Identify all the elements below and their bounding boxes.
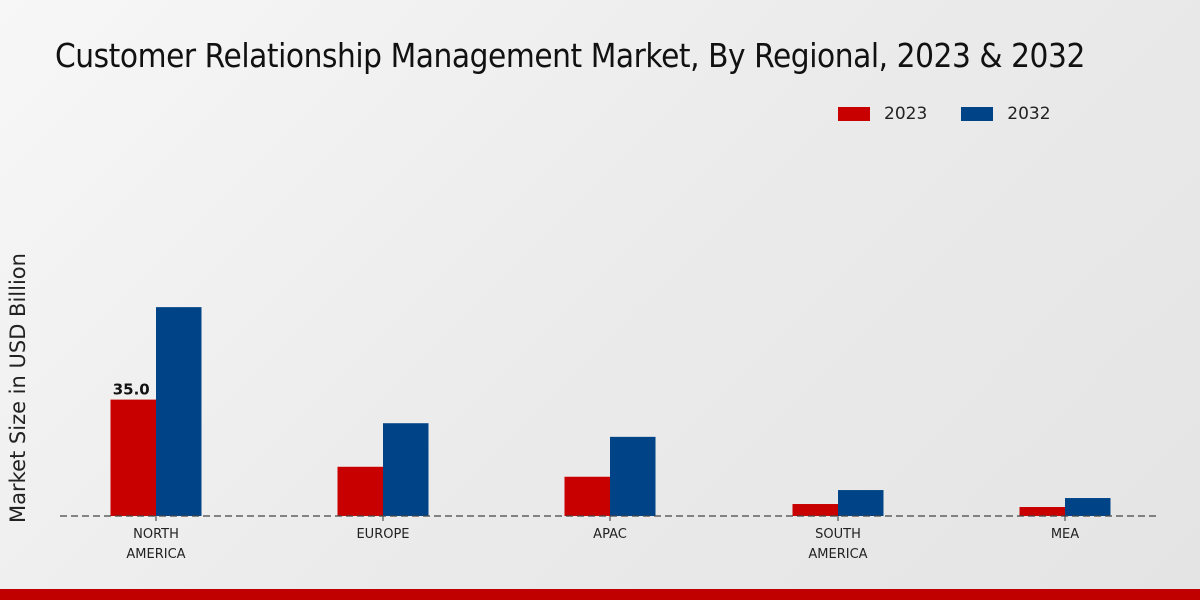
legend-label-2023: 2023	[884, 104, 928, 124]
legend-swatch-2023	[838, 107, 870, 121]
legend-swatch-2032	[961, 107, 994, 121]
x-tick-label: APAC	[593, 527, 627, 542]
x-tick-label: AMERICA	[808, 547, 867, 562]
x-tick-label: AMERICA	[126, 547, 185, 562]
x-tick-label: NORTH	[133, 527, 179, 542]
legend-label-2032: 2032	[1007, 104, 1051, 124]
bar-2023-north-america	[110, 399, 156, 516]
x-tick-label: SOUTH	[815, 527, 861, 542]
bar-2032-mea	[1065, 498, 1111, 516]
x-tick-label: MEA	[1051, 527, 1079, 542]
bar-2032-south-america	[838, 490, 884, 516]
bar-2023-apac	[564, 476, 610, 516]
bar-2023-south-america	[792, 504, 838, 516]
bar-2032-north-america	[156, 307, 202, 516]
data-label: 35.0	[113, 381, 150, 399]
legend: 2023 2032	[838, 104, 1051, 124]
bar-2023-europe	[337, 466, 383, 516]
x-tick-label: EUROPE	[356, 527, 409, 542]
footer-bar	[0, 589, 1200, 600]
chart-title: Customer Relationship Management Market,…	[55, 36, 1085, 75]
legend-item-2023: 2023	[838, 104, 927, 124]
bar-2023-mea	[1019, 507, 1065, 516]
bar-2032-apac	[610, 436, 656, 516]
bar-2032-europe	[383, 423, 429, 516]
legend-item-2032: 2032	[961, 104, 1051, 124]
